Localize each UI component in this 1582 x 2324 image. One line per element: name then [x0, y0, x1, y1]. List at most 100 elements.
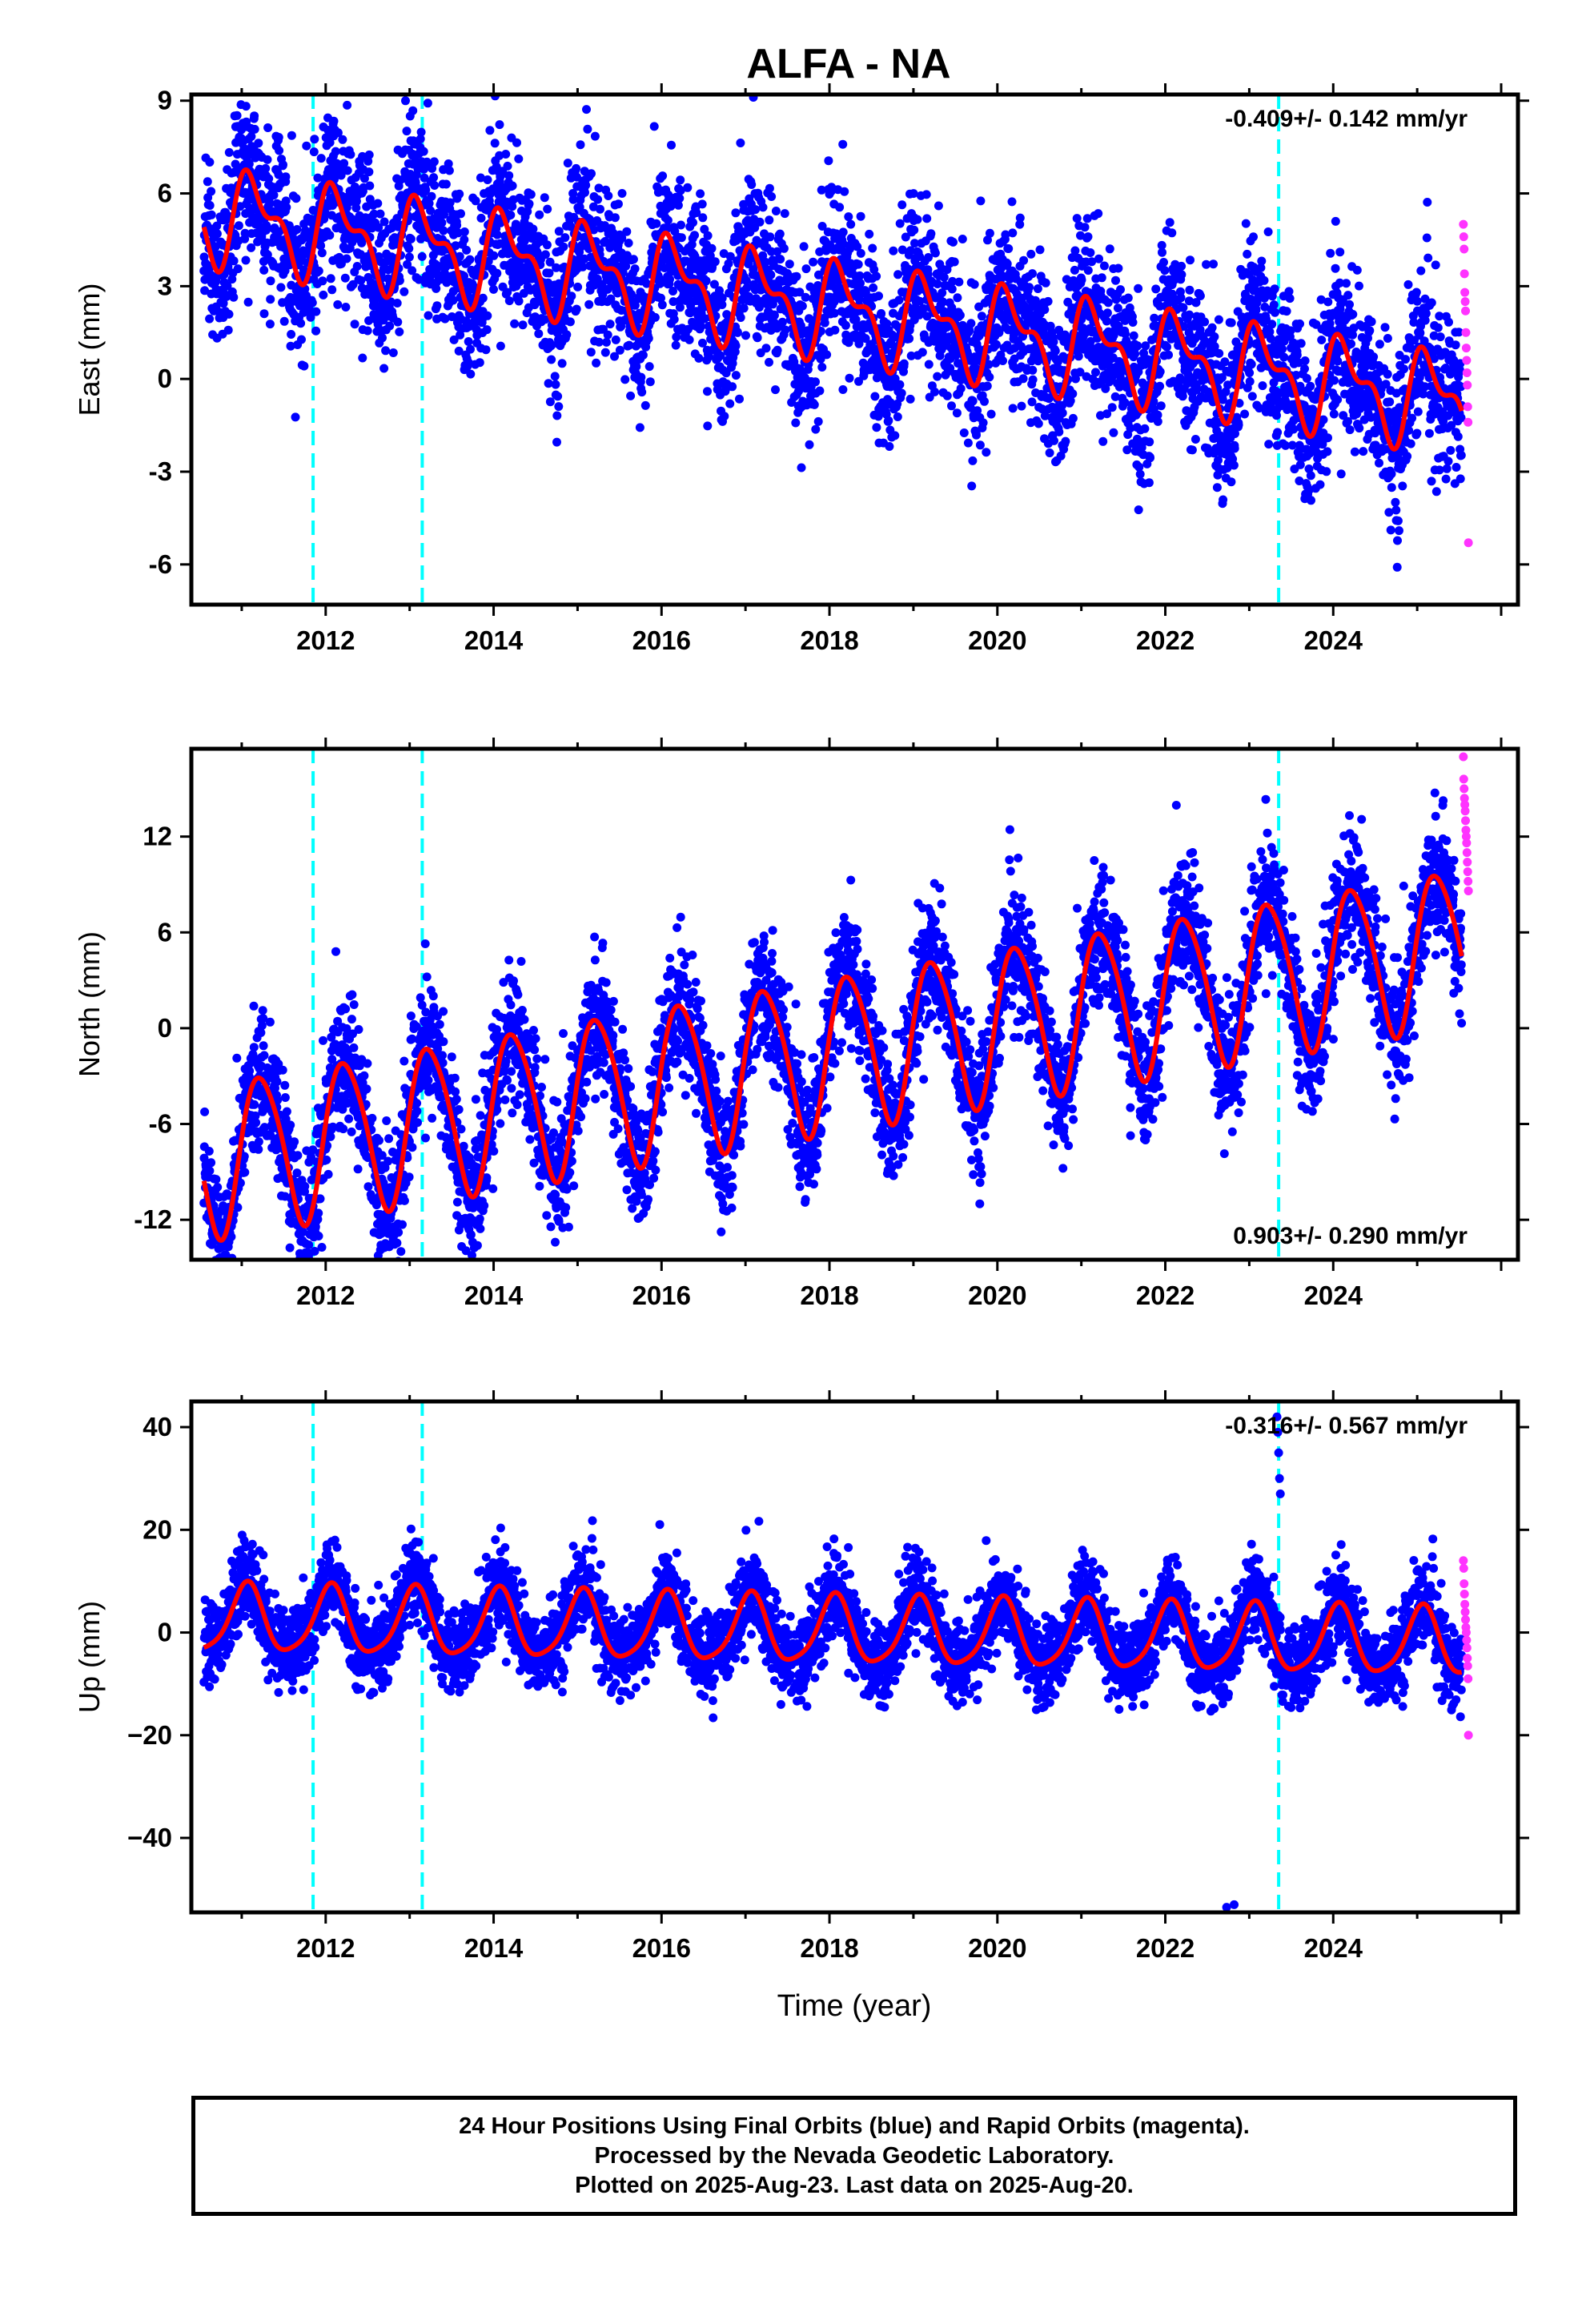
data-point	[709, 279, 719, 289]
data-point	[1427, 476, 1436, 486]
data-point	[1269, 300, 1279, 310]
data-point	[287, 330, 296, 339]
data-point	[508, 202, 517, 211]
data-point	[464, 337, 473, 346]
data-point	[576, 140, 585, 150]
data-point	[877, 309, 886, 318]
data-point	[279, 316, 289, 326]
data-point	[296, 319, 306, 328]
final-orbit-points	[199, 94, 1467, 572]
data-point	[894, 296, 904, 305]
data-point	[868, 243, 877, 253]
data-point	[811, 377, 820, 387]
data-point	[801, 292, 810, 302]
data-point	[339, 159, 349, 168]
data-point	[514, 296, 524, 306]
data-point	[1398, 481, 1407, 491]
data-point	[1080, 223, 1090, 232]
data-point	[535, 210, 544, 219]
data-point	[1058, 408, 1067, 418]
data-point	[720, 412, 729, 421]
data-point	[404, 243, 414, 253]
data-point	[524, 199, 534, 208]
data-point	[1322, 467, 1331, 476]
data-point	[1186, 255, 1195, 265]
data-point	[554, 279, 564, 288]
data-point	[1149, 396, 1158, 406]
data-point	[404, 252, 414, 262]
data-point	[572, 172, 581, 182]
data-point	[1107, 403, 1117, 412]
data-point	[358, 353, 367, 363]
data-point	[316, 241, 326, 251]
data-point	[1329, 409, 1339, 419]
data-point	[540, 193, 549, 203]
data-point	[773, 345, 782, 355]
data-point	[755, 217, 765, 227]
data-point	[1027, 397, 1037, 407]
data-point	[297, 335, 306, 344]
data-point	[233, 264, 243, 274]
data-point	[211, 243, 220, 252]
data-point	[506, 211, 516, 219]
data-point	[326, 274, 335, 283]
data-point	[905, 246, 915, 255]
data-point	[1102, 316, 1111, 326]
data-point	[1091, 368, 1100, 377]
data-point	[552, 437, 561, 447]
data-point	[1182, 406, 1191, 416]
data-point	[761, 257, 770, 267]
data-point	[620, 375, 630, 384]
data-point	[765, 183, 774, 193]
data-point	[403, 259, 412, 269]
data-point	[266, 295, 275, 304]
data-point	[767, 192, 777, 201]
data-point	[1406, 439, 1415, 448]
data-point	[1185, 310, 1195, 320]
data-point	[1209, 259, 1218, 269]
data-point	[329, 116, 339, 126]
data-point	[1160, 266, 1170, 275]
data-point	[1061, 436, 1070, 446]
data-point	[286, 341, 295, 351]
data-point	[1383, 369, 1392, 379]
data-point	[1182, 379, 1192, 388]
data-point	[1126, 424, 1135, 433]
data-point	[1213, 470, 1223, 480]
data-point	[1278, 344, 1287, 354]
data-point	[1002, 259, 1012, 268]
data-point	[658, 171, 668, 181]
data-point	[476, 213, 486, 223]
data-point	[694, 353, 704, 363]
data-point	[261, 163, 271, 173]
data-point	[263, 123, 273, 132]
data-point	[381, 346, 391, 356]
data-point	[1427, 298, 1436, 308]
data-point	[562, 330, 572, 340]
data-point	[437, 218, 447, 227]
data-point	[1333, 395, 1343, 404]
data-point	[705, 352, 714, 361]
data-point	[564, 304, 573, 314]
data-point	[829, 308, 839, 318]
data-point	[388, 348, 398, 357]
data-point	[424, 311, 433, 320]
data-point	[1399, 364, 1408, 374]
data-point	[1157, 240, 1166, 250]
data-point	[546, 341, 556, 351]
data-point	[1068, 413, 1078, 423]
data-point	[1281, 440, 1291, 450]
data-point	[652, 219, 661, 228]
data-point	[856, 279, 865, 288]
data-point	[610, 213, 620, 223]
data-point	[319, 290, 328, 300]
data-point	[1056, 451, 1066, 460]
data-point	[462, 245, 472, 255]
data-point	[813, 416, 823, 426]
data-point	[475, 358, 484, 368]
data-point	[1165, 218, 1174, 227]
data-point	[675, 194, 685, 203]
data-point	[717, 293, 727, 303]
data-point	[809, 257, 818, 267]
data-point	[765, 232, 775, 242]
